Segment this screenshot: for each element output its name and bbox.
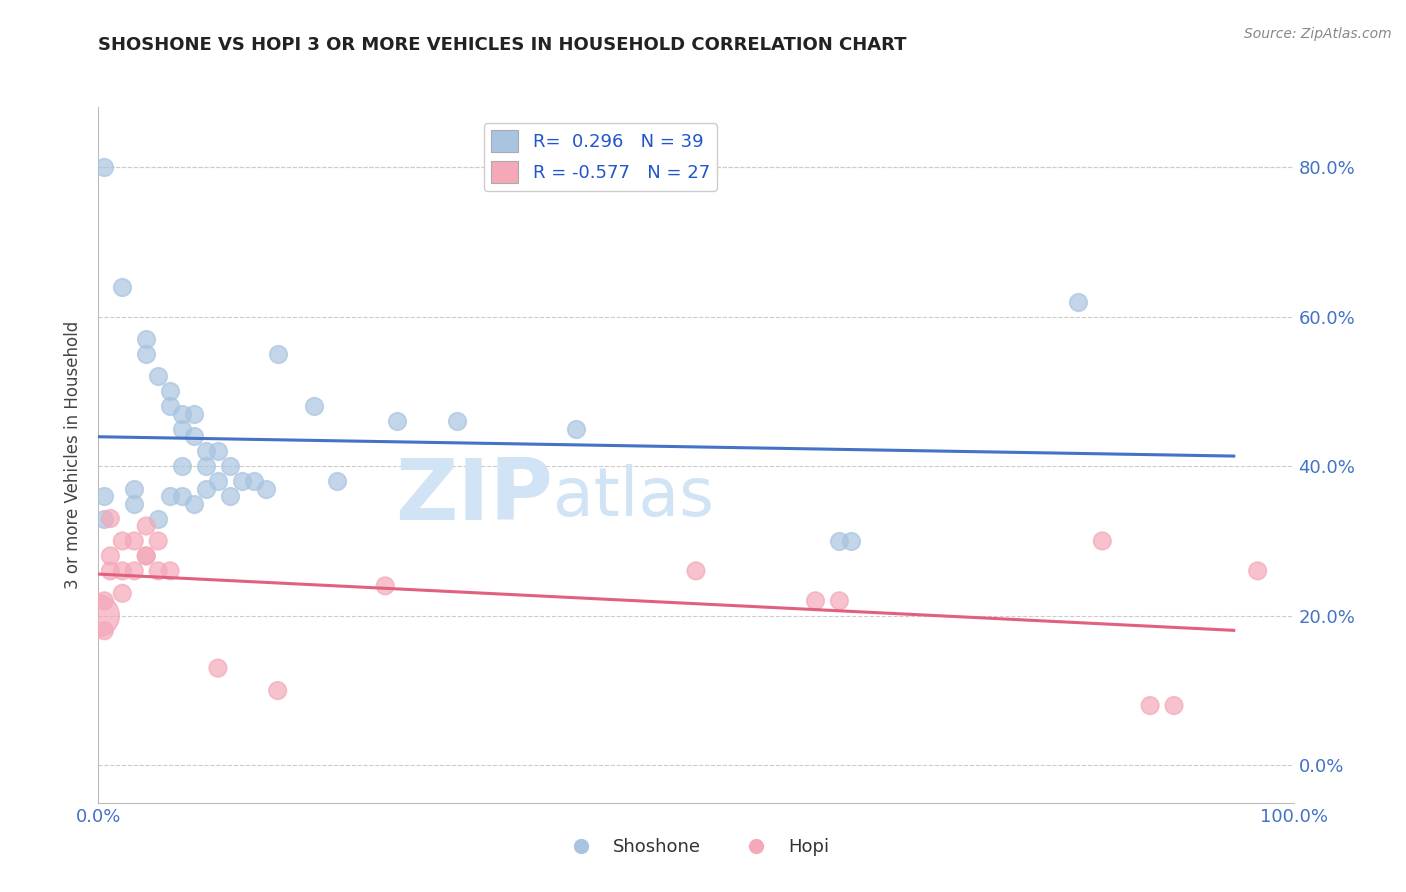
Point <box>1246 564 1268 578</box>
Point <box>804 594 827 608</box>
Point <box>93 624 115 638</box>
Point <box>135 332 157 346</box>
Point <box>326 474 349 488</box>
Point <box>111 533 134 548</box>
Point <box>135 549 157 563</box>
Point <box>87 608 110 623</box>
Point <box>148 564 170 578</box>
Point <box>243 474 266 488</box>
Point <box>219 489 242 503</box>
Point <box>565 422 588 436</box>
Text: Source: ZipAtlas.com: Source: ZipAtlas.com <box>1244 27 1392 41</box>
Point <box>254 482 277 496</box>
Point <box>93 160 115 174</box>
Point <box>98 549 122 563</box>
Point <box>124 533 146 548</box>
Point <box>374 579 396 593</box>
Point <box>267 347 290 361</box>
Point <box>207 474 229 488</box>
Point <box>207 661 229 675</box>
Point <box>111 279 134 293</box>
Point <box>267 683 290 698</box>
Point <box>124 497 146 511</box>
Text: ZIP: ZIP <box>395 455 553 538</box>
Point <box>93 511 115 525</box>
Point <box>148 369 170 384</box>
Point <box>1091 533 1114 548</box>
Point <box>207 444 229 458</box>
Point <box>159 564 181 578</box>
Point <box>1067 294 1090 309</box>
Point <box>194 444 218 458</box>
Point <box>172 489 194 503</box>
Point <box>159 384 181 399</box>
Point <box>302 399 325 413</box>
Point <box>159 489 181 503</box>
Point <box>111 586 134 600</box>
Point <box>124 482 146 496</box>
Y-axis label: 3 or more Vehicles in Household: 3 or more Vehicles in Household <box>65 321 83 589</box>
Legend: Shoshone, Hopi: Shoshone, Hopi <box>555 831 837 863</box>
Point <box>194 482 218 496</box>
Point <box>1163 698 1185 713</box>
Point <box>231 474 253 488</box>
Text: SHOSHONE VS HOPI 3 OR MORE VEHICLES IN HOUSEHOLD CORRELATION CHART: SHOSHONE VS HOPI 3 OR MORE VEHICLES IN H… <box>98 36 907 54</box>
Point <box>219 459 242 474</box>
Point <box>93 489 115 503</box>
Point <box>135 347 157 361</box>
Point <box>183 407 205 421</box>
Point <box>135 519 157 533</box>
Point <box>135 549 157 563</box>
Point <box>685 564 707 578</box>
Point <box>111 564 134 578</box>
Point <box>98 564 122 578</box>
Text: atlas: atlas <box>553 464 713 530</box>
Point <box>98 511 122 525</box>
Point <box>148 533 170 548</box>
Point <box>841 533 863 548</box>
Point <box>183 429 205 443</box>
Point <box>828 533 851 548</box>
Point <box>172 422 194 436</box>
Point <box>148 511 170 525</box>
Point <box>828 594 851 608</box>
Point <box>159 399 181 413</box>
Point <box>124 564 146 578</box>
Point <box>172 459 194 474</box>
Point <box>385 414 409 428</box>
Point <box>446 414 468 428</box>
Point <box>172 407 194 421</box>
Point <box>183 497 205 511</box>
Point <box>1139 698 1161 713</box>
Point <box>194 459 218 474</box>
Point <box>93 594 115 608</box>
